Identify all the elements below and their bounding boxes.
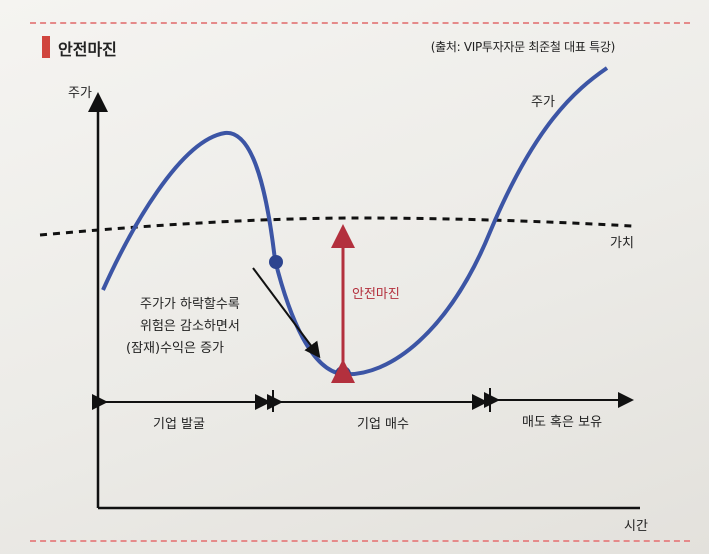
top-divider [30, 22, 690, 24]
source-note: (출처: VIP투자자문 최준철 대표 특강) [430, 40, 616, 54]
y-axis-label: 주가 [68, 86, 92, 101]
phase-label-discovery: 기업 발굴 [153, 417, 205, 432]
phase-label-sell-or-hold: 매도 혹은 보유 [522, 415, 602, 430]
title-accent-bar [42, 36, 50, 58]
value-label: 가치 [610, 236, 634, 251]
price-label: 주가 [531, 95, 555, 110]
value-line [39, 216, 633, 237]
annotation-line-1: 주가가 하락할수록 [140, 297, 240, 312]
phase-label-buy: 기업 매수 [357, 417, 409, 432]
bottom-divider [30, 540, 690, 542]
margin-label: 안전마진 [352, 287, 400, 302]
annotation-line-3: (잠재)수익은 증가 [126, 341, 224, 356]
annotation-arrow [252, 267, 321, 359]
figure-title: 안전마진 [58, 40, 117, 59]
price-point-buy [335, 366, 351, 382]
x-axis-label: 시간 [624, 519, 648, 534]
price-point-falling [269, 255, 283, 269]
annotation-line-2: 위험은 감소하면서 [140, 319, 240, 334]
